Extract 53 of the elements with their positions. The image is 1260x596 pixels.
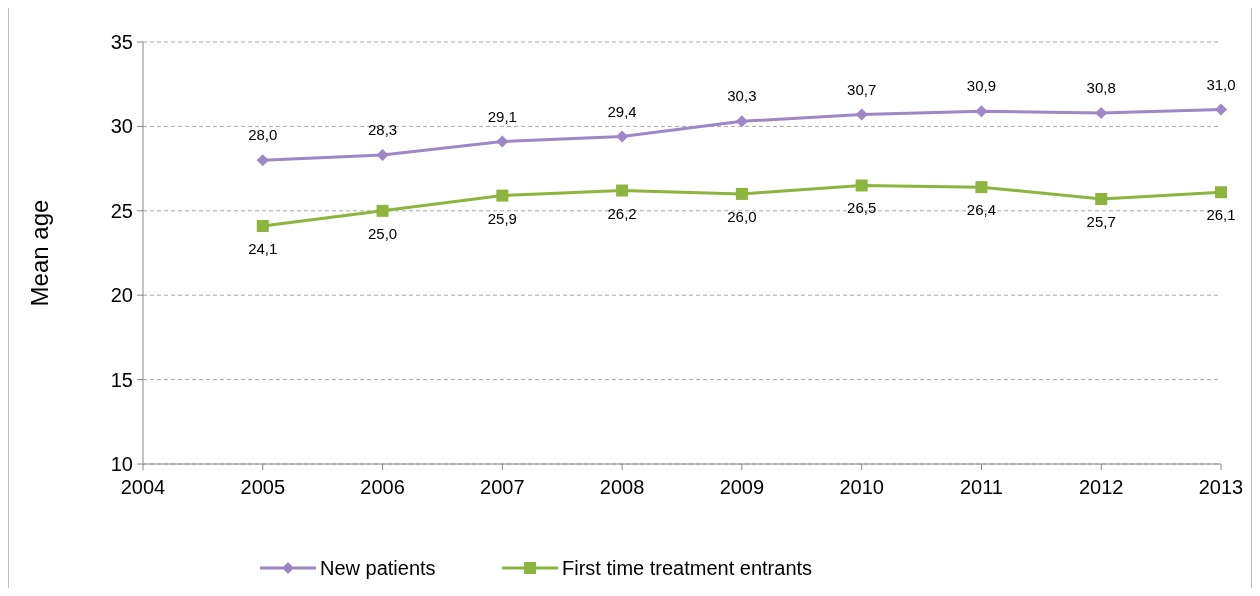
data-label: 30,8	[1086, 78, 1116, 96]
x-tick-label: 2008	[599, 476, 645, 498]
data-label: 24,1	[248, 239, 278, 257]
data-label: 26,2	[607, 204, 637, 222]
data-label: 25,9	[487, 209, 517, 227]
point	[496, 135, 509, 148]
data-label: 26,0	[727, 207, 757, 225]
data-label: 31,0	[1206, 75, 1236, 93]
legend-label: First time treatment entrants	[562, 557, 813, 579]
x-tick-label: 2009	[719, 476, 765, 498]
point	[855, 108, 868, 121]
x-tick-label: 2010	[839, 476, 884, 498]
data-label: 30,7	[847, 80, 877, 98]
point	[1095, 192, 1108, 205]
x-tick-label: 2013	[1198, 476, 1244, 498]
point	[256, 219, 269, 232]
y-tick-label: 10	[110, 453, 133, 475]
x-tick-label: 2007	[480, 476, 525, 498]
x-tick-label: 2012	[1078, 476, 1124, 498]
point	[616, 184, 629, 197]
point	[975, 181, 988, 194]
data-label: 25,0	[367, 224, 398, 242]
x-tick-label: 2004	[120, 476, 166, 498]
point	[376, 149, 389, 162]
point	[496, 189, 509, 202]
point	[616, 130, 629, 143]
point	[735, 115, 748, 128]
data-label: 30,9	[966, 77, 997, 95]
data-label: 30,3	[727, 87, 757, 105]
point	[376, 204, 389, 217]
data-label: 26,4	[966, 201, 997, 219]
y-axis-title: Mean age	[26, 199, 53, 307]
point	[1215, 103, 1227, 116]
data-label: 26,1	[1206, 206, 1236, 224]
x-tick-label: 2011	[959, 476, 1003, 498]
point	[256, 154, 269, 167]
data-label: 28,3	[367, 121, 398, 139]
data-label: 29,4	[607, 102, 637, 120]
y-tick-label: 25	[110, 199, 133, 222]
point	[735, 187, 748, 200]
y-tick-label: 35	[110, 31, 133, 53]
point	[1215, 186, 1227, 199]
data-label: 25,7	[1086, 212, 1116, 230]
data-label: 26,5	[847, 199, 877, 217]
y-tick-label: 30	[110, 115, 133, 138]
x-tick-label: 2006	[360, 476, 405, 498]
point	[855, 179, 868, 192]
x-tick-label: 2005	[240, 476, 286, 498]
y-tick-label: 15	[110, 368, 133, 391]
legend-label: New patients	[320, 557, 436, 579]
y-tick-label: 20	[110, 284, 133, 307]
data-label: 29,1	[487, 107, 517, 125]
data-label: 28,0	[248, 126, 278, 144]
